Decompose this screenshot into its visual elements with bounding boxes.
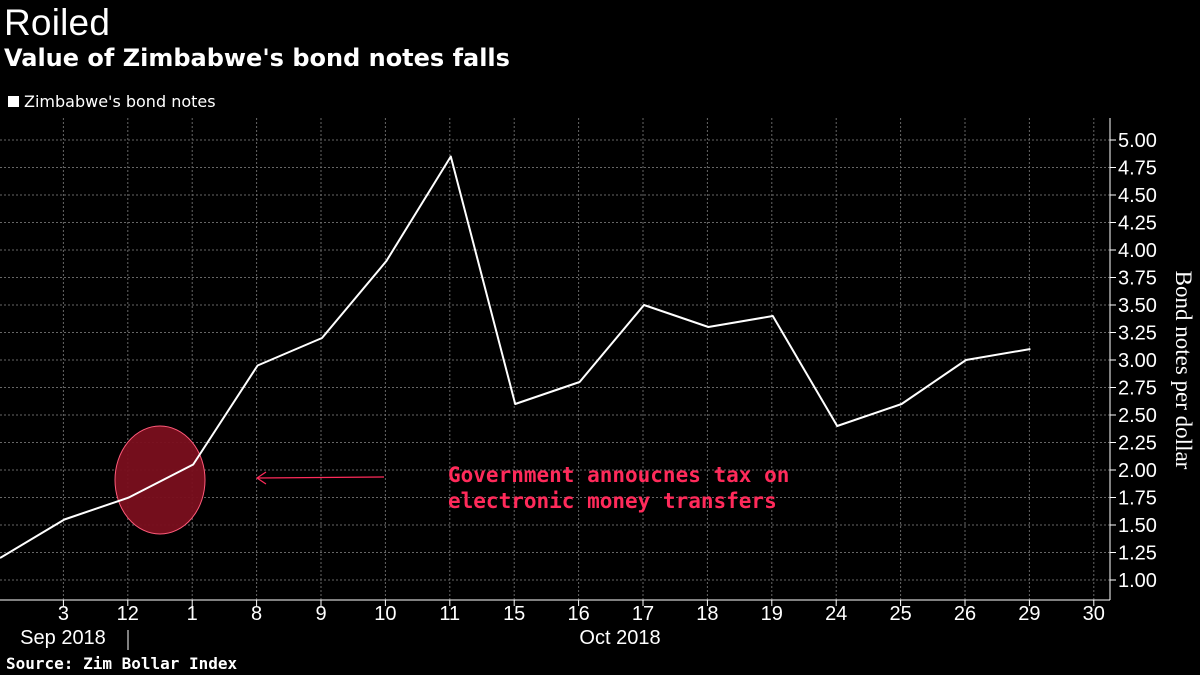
x-tick-label: 19	[761, 603, 783, 625]
x-tick-label: 10	[374, 603, 396, 625]
x-group-label: Oct 2018	[579, 627, 660, 649]
y-tick-label: 1.75	[1118, 488, 1157, 510]
y-tick-label: 4.25	[1118, 213, 1157, 235]
y-tick-label: 3.00	[1118, 350, 1157, 372]
x-tick-label: 29	[1018, 603, 1040, 625]
x-tick-label: 1	[187, 603, 198, 625]
chart-title: Roiled	[4, 2, 111, 43]
y-tick-label: 2.75	[1118, 378, 1157, 400]
x-tick-label: 16	[567, 603, 589, 625]
y-tick-label: 5.00	[1118, 130, 1157, 152]
x-group-label: Sep 2018	[20, 627, 106, 649]
y-tick-label: 4.75	[1118, 158, 1157, 180]
x-tick-label: 12	[117, 603, 139, 625]
y-tick-label: 2.25	[1118, 433, 1157, 455]
legend: Zimbabwe's bond notes	[8, 92, 216, 111]
y-tick-label: 2.00	[1118, 460, 1157, 482]
annotation-arrow-line	[257, 476, 385, 479]
x-tick-label: 8	[251, 603, 262, 625]
y-tick-label: 4.50	[1118, 185, 1157, 207]
y-tick-label: 3.50	[1118, 295, 1157, 317]
x-tick-label: 11	[439, 603, 460, 625]
x-tick-label: 17	[632, 603, 654, 625]
x-tick-label: 25	[889, 603, 911, 625]
x-tick-label: 18	[696, 603, 718, 625]
x-tick-label: 15	[503, 603, 525, 625]
y-tick-label: 1.25	[1118, 543, 1157, 565]
x-tick-label: 3	[58, 603, 69, 625]
y-tick-label: 3.25	[1118, 323, 1157, 345]
annotation-text: Government annoucnes tax on electronic m…	[448, 463, 790, 513]
x-tick-label: 9	[315, 603, 326, 625]
y-tick-label: 3.75	[1118, 268, 1157, 290]
x-tick-label: 24	[825, 603, 847, 625]
chart-subtitle: Value of Zimbabwe's bond notes falls	[4, 44, 510, 72]
y-axis-label: Bond notes per dollar	[1171, 271, 1196, 470]
highlight-circle	[114, 425, 206, 535]
y-tick-label: 1.00	[1118, 570, 1157, 592]
y-tick-label: 1.50	[1118, 515, 1157, 537]
source-note: Source: Zim Bollar Index	[6, 654, 238, 673]
y-tick-label: 2.50	[1118, 405, 1157, 427]
y-tick-label: 4.00	[1118, 240, 1157, 262]
x-tick-label: 30	[1083, 603, 1105, 625]
legend-swatch	[8, 96, 19, 107]
legend-label: Zimbabwe's bond notes	[24, 92, 216, 111]
x-tick-label: 26	[954, 603, 976, 625]
annotation-arrow-head	[255, 471, 267, 485]
